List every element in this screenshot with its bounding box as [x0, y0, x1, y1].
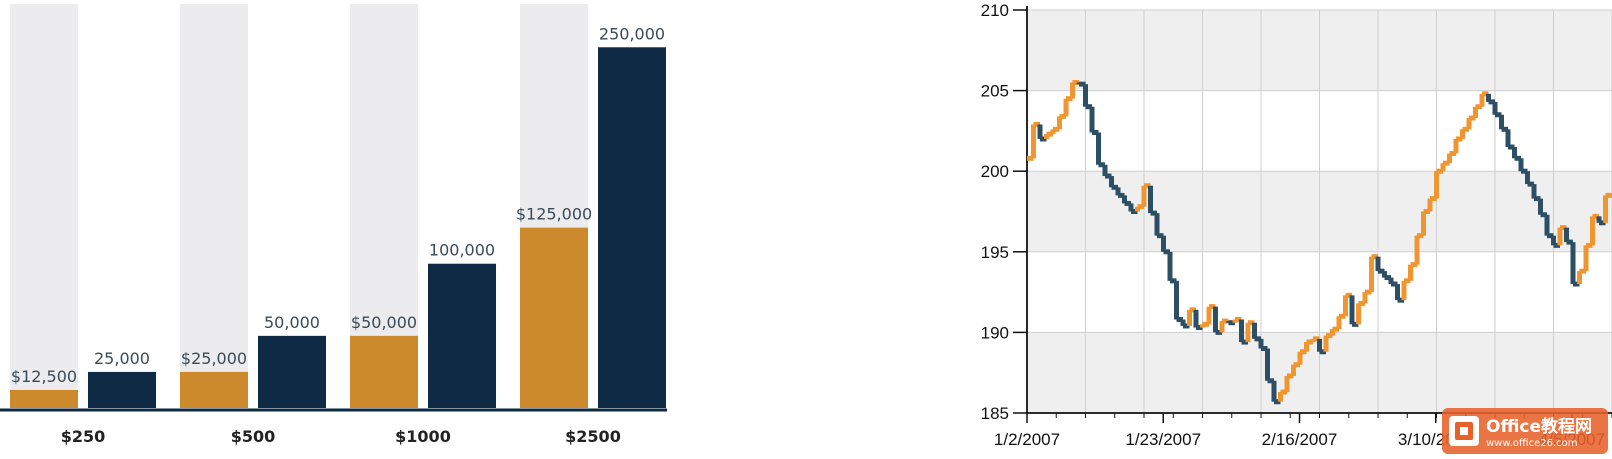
bar-band — [180, 4, 248, 408]
bar-chart: $12,500 25,000 $25,000 50,000 $50,000 100,000… — [0, 4, 667, 446]
watermark-logo: Office教程网 www.office26.com — [1442, 408, 1608, 454]
bar-category-label: $500 — [231, 427, 276, 446]
bar-value-label: $25,000 — [181, 349, 247, 368]
bar-value-label: $12,500 — [11, 367, 77, 386]
y-tick-label: 185 — [981, 404, 1009, 423]
watermark-brand: Office教程网 — [1486, 416, 1592, 437]
y-tick-label: 210 — [981, 1, 1009, 20]
bar — [428, 263, 496, 408]
office-logo-icon — [1449, 416, 1479, 446]
bar-value-labels: $12,500 25,000 $25,000 50,000 $50,000 100,000… — [11, 24, 665, 386]
y-tick-label: 190 — [981, 323, 1009, 342]
x-tick-label: 2/16/2007 — [1262, 430, 1338, 449]
bar — [520, 227, 588, 408]
bar-value-label: $125,000 — [516, 205, 592, 224]
bar-category-label: $2500 — [565, 427, 621, 446]
y-tick-label: 195 — [981, 243, 1009, 262]
bar-category-label: $1000 — [395, 427, 451, 446]
x-tick-label: 1/2/2007 — [994, 430, 1060, 449]
bar — [258, 335, 326, 408]
bar-category-label: $250 — [61, 427, 106, 446]
bar-value-label: $50,000 — [351, 313, 417, 332]
bar-value-label: 25,000 — [94, 349, 150, 368]
bar-band — [10, 4, 78, 408]
bar-marks — [10, 47, 666, 409]
bar-value-label: 250,000 — [599, 24, 665, 43]
line-y-tick-labels: 185 190 195 200 205 210 — [981, 1, 1009, 423]
y-tick-label: 200 — [981, 162, 1009, 181]
bar-value-label: 100,000 — [429, 241, 495, 260]
bar-category-labels: $250 $500 $1000 $2500 — [61, 427, 621, 446]
bar-value-label: 50,000 — [264, 313, 320, 332]
bar — [598, 47, 666, 409]
line-chart: 185 190 195 200 205 210 1/2/2007 1/23/2007 2/16… — [981, 1, 1612, 449]
line-series — [1027, 80, 1612, 405]
bar — [180, 371, 248, 408]
x-tick-label: 1/23/2007 — [1125, 430, 1201, 449]
bar — [350, 335, 418, 408]
bar — [88, 371, 156, 408]
y-tick-label: 205 — [981, 82, 1009, 101]
bar — [10, 389, 78, 408]
watermark-url: www.office26.com — [1486, 438, 1578, 449]
